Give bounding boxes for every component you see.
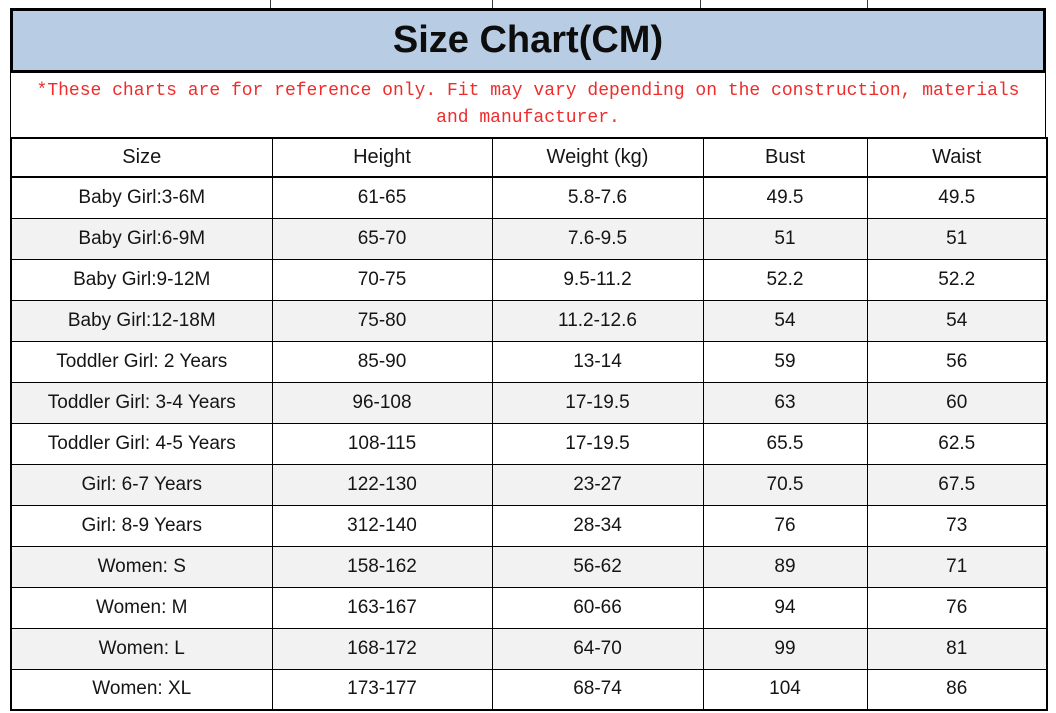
gridline-stub bbox=[700, 0, 701, 8]
table-cell-waist: 67.5 bbox=[866, 463, 1048, 506]
disclaimer-note: *These charts are for reference only. Fi… bbox=[10, 73, 1046, 137]
table-cell-waist: 52.2 bbox=[866, 258, 1048, 301]
table-cell-weight: 28-34 bbox=[491, 504, 704, 547]
table-cell-waist: 71 bbox=[866, 545, 1048, 588]
table-cell-bust: 51 bbox=[702, 217, 868, 260]
table-cell-size: Toddler Girl: 4-5 Years bbox=[10, 422, 273, 465]
size-chart-table: Size Height Weight (kg) Bust Waist Baby … bbox=[10, 137, 1048, 711]
table-row: Baby Girl:12-18M 75-80 11.2-12.6 54 54 bbox=[10, 299, 1048, 342]
table-cell-weight: 9.5-11.2 bbox=[491, 258, 704, 301]
gridline-stub bbox=[270, 0, 271, 8]
table-cell-height: 65-70 bbox=[271, 217, 493, 260]
table-row: Girl: 6-7 Years 122-130 23-27 70.5 67.5 bbox=[10, 463, 1048, 506]
table-row: Women: XL 173-177 68-74 104 86 bbox=[10, 668, 1048, 711]
table-row: Toddler Girl: 2 Years 85-90 13-14 59 56 bbox=[10, 340, 1048, 383]
table-row: Women: S 158-162 56-62 89 71 bbox=[10, 545, 1048, 588]
table-cell-height: 61-65 bbox=[271, 176, 493, 219]
table-cell-waist: 60 bbox=[866, 381, 1048, 424]
disclaimer-line-1: *These charts are for reference only. Fi… bbox=[36, 81, 1020, 101]
table-cell-size: Women: M bbox=[10, 586, 273, 629]
table-row: Baby Girl:6-9M 65-70 7.6-9.5 51 51 bbox=[10, 217, 1048, 260]
table-cell-waist: 76 bbox=[866, 586, 1048, 629]
column-header-weight: Weight (kg) bbox=[491, 137, 704, 178]
table-cell-weight: 56-62 bbox=[491, 545, 704, 588]
table-cell-height: 168-172 bbox=[271, 627, 493, 670]
table-cell-waist: 49.5 bbox=[866, 176, 1048, 219]
table-cell-size: Baby Girl:12-18M bbox=[10, 299, 273, 342]
table-cell-size: Girl: 8-9 Years bbox=[10, 504, 273, 547]
table-cell-height: 158-162 bbox=[271, 545, 493, 588]
table-cell-bust: 63 bbox=[702, 381, 868, 424]
table-cell-size: Baby Girl:3-6M bbox=[10, 176, 273, 219]
spreadsheet-gridline-strip bbox=[0, 0, 1056, 8]
table-cell-height: 163-167 bbox=[271, 586, 493, 629]
table-cell-height: 173-177 bbox=[271, 668, 493, 711]
table-cell-waist: 73 bbox=[866, 504, 1048, 547]
table-cell-weight: 13-14 bbox=[491, 340, 704, 383]
table-cell-weight: 17-19.5 bbox=[491, 422, 704, 465]
table-cell-bust: 70.5 bbox=[702, 463, 868, 506]
table-row: Baby Girl:3-6M 61-65 5.8-7.6 49.5 49.5 bbox=[10, 176, 1048, 219]
table-cell-size: Baby Girl:6-9M bbox=[10, 217, 273, 260]
table-row: Women: M 163-167 60-66 94 76 bbox=[10, 586, 1048, 629]
disclaimer-line-2: and manufacturer. bbox=[436, 108, 620, 128]
table-cell-height: 108-115 bbox=[271, 422, 493, 465]
table-cell-height: 70-75 bbox=[271, 258, 493, 301]
table-row: Girl: 8-9 Years 312-140 28-34 76 73 bbox=[10, 504, 1048, 547]
table-cell-size: Women: XL bbox=[10, 668, 273, 711]
table-cell-bust: 54 bbox=[702, 299, 868, 342]
table-row: Women: L 168-172 64-70 99 81 bbox=[10, 627, 1048, 670]
table-cell-waist: 51 bbox=[866, 217, 1048, 260]
table-cell-weight: 7.6-9.5 bbox=[491, 217, 704, 260]
table-cell-height: 85-90 bbox=[271, 340, 493, 383]
table-cell-weight: 23-27 bbox=[491, 463, 704, 506]
table-cell-size: Toddler Girl: 2 Years bbox=[10, 340, 273, 383]
title-banner: Size Chart(CM) bbox=[10, 8, 1046, 73]
table-cell-weight: 5.8-7.6 bbox=[491, 176, 704, 219]
page-title: Size Chart(CM) bbox=[392, 19, 664, 61]
table-cell-weight: 17-19.5 bbox=[491, 381, 704, 424]
table-cell-bust: 99 bbox=[702, 627, 868, 670]
table-cell-bust: 65.5 bbox=[702, 422, 868, 465]
table-cell-size: Girl: 6-7 Years bbox=[10, 463, 273, 506]
table-cell-bust: 49.5 bbox=[702, 176, 868, 219]
table-cell-bust: 52.2 bbox=[702, 258, 868, 301]
table-cell-waist: 86 bbox=[866, 668, 1048, 711]
table-cell-weight: 11.2-12.6 bbox=[491, 299, 704, 342]
table-cell-size: Women: S bbox=[10, 545, 273, 588]
column-header-height: Height bbox=[271, 137, 493, 178]
table-cell-size: Toddler Girl: 3-4 Years bbox=[10, 381, 273, 424]
column-header-size: Size bbox=[10, 137, 273, 178]
column-header-waist: Waist bbox=[866, 137, 1048, 178]
gridline-stub bbox=[867, 0, 868, 8]
gridline-stub bbox=[492, 0, 493, 8]
table-cell-waist: 62.5 bbox=[866, 422, 1048, 465]
table-cell-bust: 59 bbox=[702, 340, 868, 383]
table-cell-height: 75-80 bbox=[271, 299, 493, 342]
table-header-row: Size Height Weight (kg) Bust Waist bbox=[10, 137, 1048, 178]
table-cell-height: 312-140 bbox=[271, 504, 493, 547]
table-row: Baby Girl:9-12M 70-75 9.5-11.2 52.2 52.2 bbox=[10, 258, 1048, 301]
table-cell-bust: 76 bbox=[702, 504, 868, 547]
table-row: Toddler Girl: 4-5 Years 108-115 17-19.5 … bbox=[10, 422, 1048, 465]
table-cell-waist: 56 bbox=[866, 340, 1048, 383]
table-cell-bust: 89 bbox=[702, 545, 868, 588]
table-cell-waist: 81 bbox=[866, 627, 1048, 670]
table-cell-size: Baby Girl:9-12M bbox=[10, 258, 273, 301]
table-cell-height: 96-108 bbox=[271, 381, 493, 424]
table-cell-bust: 104 bbox=[702, 668, 868, 711]
table-cell-waist: 54 bbox=[866, 299, 1048, 342]
table-cell-weight: 64-70 bbox=[491, 627, 704, 670]
table-cell-height: 122-130 bbox=[271, 463, 493, 506]
table-row: Toddler Girl: 3-4 Years 96-108 17-19.5 6… bbox=[10, 381, 1048, 424]
table-cell-size: Women: L bbox=[10, 627, 273, 670]
table-cell-bust: 94 bbox=[702, 586, 868, 629]
table-cell-weight: 60-66 bbox=[491, 586, 704, 629]
table-cell-weight: 68-74 bbox=[491, 668, 704, 711]
column-header-bust: Bust bbox=[702, 137, 868, 178]
